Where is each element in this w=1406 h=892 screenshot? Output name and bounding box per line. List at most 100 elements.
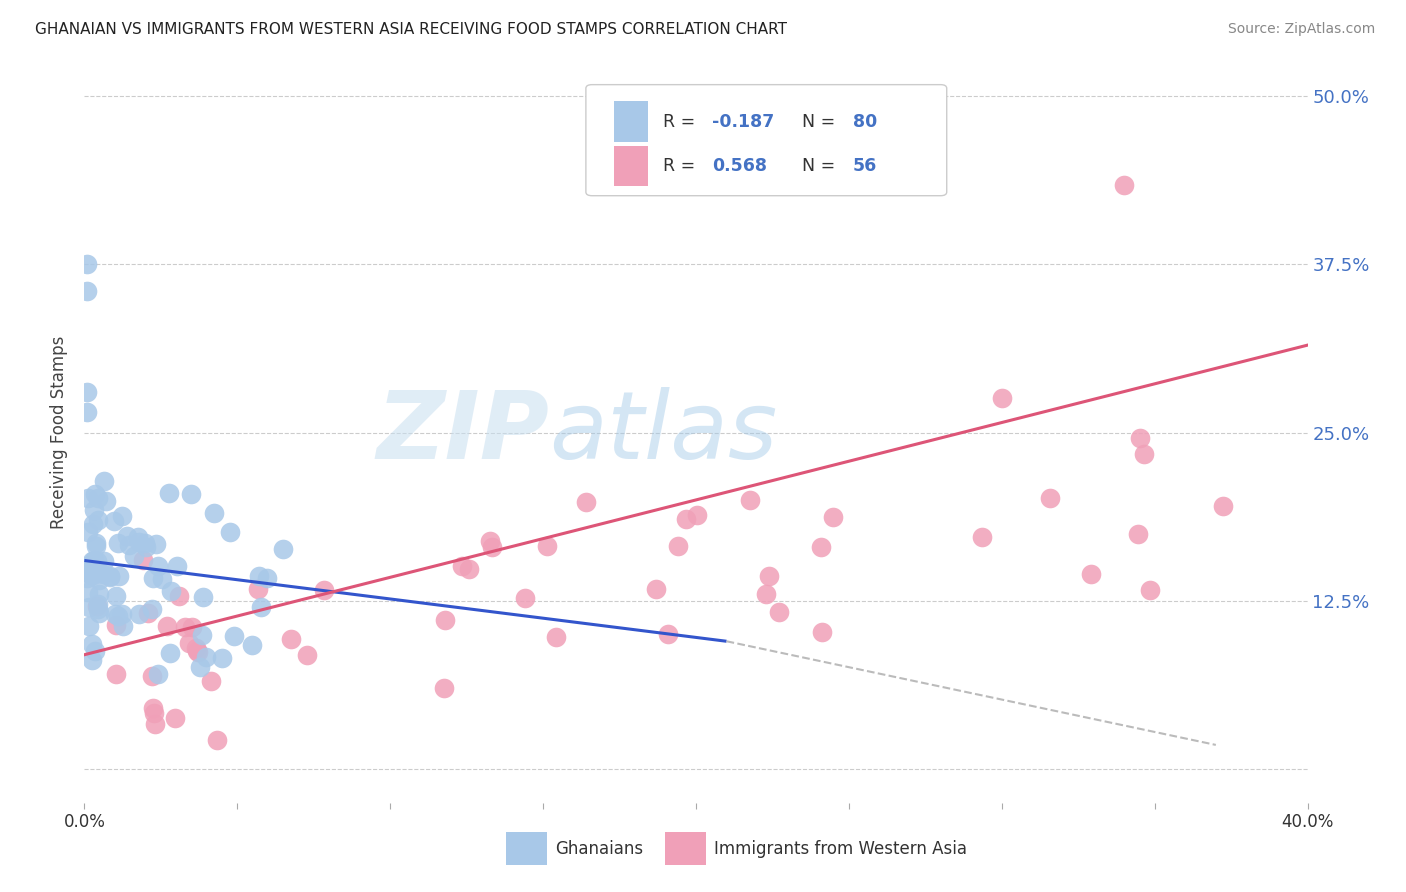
Point	[76, 524, 98, 539]
Point	[657, 627, 679, 641]
Point	[458, 562, 481, 576]
Point	[187, 644, 209, 658]
Point	[128, 607, 150, 621]
Point	[451, 559, 474, 574]
Point	[211, 651, 233, 665]
Point	[98, 570, 121, 584]
Point	[166, 559, 188, 574]
Point	[1129, 431, 1152, 445]
Point	[180, 487, 202, 501]
Point	[271, 541, 294, 556]
Point	[256, 571, 278, 585]
Point	[84, 539, 107, 553]
Point	[77, 600, 100, 615]
Point	[115, 529, 138, 543]
Point	[141, 668, 163, 682]
Point	[84, 644, 107, 658]
Point	[148, 667, 170, 681]
Point	[240, 638, 263, 652]
Point	[105, 618, 128, 632]
Point	[107, 609, 129, 624]
Point	[82, 567, 104, 582]
Point	[186, 644, 208, 658]
Point	[87, 602, 110, 616]
Point	[247, 582, 270, 597]
Point	[190, 628, 212, 642]
Point	[200, 674, 222, 689]
Point	[134, 536, 156, 550]
Point	[145, 537, 167, 551]
Point	[76, 385, 98, 400]
Point	[107, 569, 129, 583]
Point	[82, 562, 104, 576]
Point	[247, 569, 270, 583]
Point	[104, 607, 127, 621]
Point	[93, 554, 115, 568]
Point	[1212, 499, 1234, 513]
Text: Ghanaians: Ghanaians	[555, 839, 644, 858]
Point	[1039, 491, 1062, 505]
Point	[146, 558, 169, 573]
Point	[177, 636, 200, 650]
Point	[122, 549, 145, 563]
Point	[84, 487, 107, 501]
Point	[87, 512, 110, 526]
Point	[991, 391, 1014, 405]
Point	[184, 641, 207, 656]
Point	[188, 660, 211, 674]
Point	[94, 494, 117, 508]
Point	[132, 552, 155, 566]
Point	[86, 599, 108, 613]
Point	[755, 587, 778, 601]
Point	[128, 534, 150, 549]
Point	[205, 732, 228, 747]
Point	[141, 601, 163, 615]
Point	[87, 573, 110, 587]
Point	[93, 474, 115, 488]
Point	[150, 572, 173, 586]
Point	[87, 597, 110, 611]
Point	[163, 711, 186, 725]
Text: GHANAIAN VS IMMIGRANTS FROM WESTERN ASIA RECEIVING FOOD STAMPS CORRELATION CHART: GHANAIAN VS IMMIGRANTS FROM WESTERN ASIA…	[35, 22, 787, 37]
Point	[107, 535, 129, 549]
Point	[159, 584, 181, 599]
Point	[193, 590, 215, 604]
Point	[135, 541, 157, 555]
Point	[112, 619, 135, 633]
Point	[312, 582, 335, 597]
Point	[105, 589, 128, 603]
Point	[103, 514, 125, 528]
Point	[111, 509, 134, 524]
Point	[810, 540, 832, 554]
Point	[87, 606, 110, 620]
Point	[83, 502, 105, 516]
FancyBboxPatch shape	[586, 85, 946, 195]
Point	[93, 567, 115, 582]
Point	[768, 605, 790, 619]
Point	[536, 539, 558, 553]
Point	[1114, 178, 1136, 192]
Bar	[665, 831, 706, 865]
Text: Immigrants from Western Asia: Immigrants from Western Asia	[714, 839, 967, 858]
Point	[645, 582, 668, 596]
Point	[104, 666, 127, 681]
Text: 56: 56	[852, 157, 877, 175]
Point	[202, 506, 225, 520]
Bar	[614, 145, 648, 186]
Point	[118, 538, 141, 552]
Point	[98, 568, 121, 582]
Point	[224, 629, 246, 643]
Point	[738, 492, 761, 507]
Point	[76, 257, 98, 271]
Bar	[506, 831, 547, 865]
Point	[76, 559, 98, 574]
Text: 0.568: 0.568	[711, 157, 766, 175]
Point	[295, 648, 318, 663]
Point	[76, 571, 98, 585]
Point	[433, 613, 456, 627]
Point	[666, 539, 689, 553]
Point	[82, 516, 104, 531]
Point	[575, 495, 598, 509]
Point	[1139, 583, 1161, 598]
Point	[758, 569, 780, 583]
